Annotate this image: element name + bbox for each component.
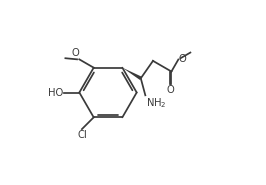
Polygon shape <box>122 68 142 80</box>
Text: Cl: Cl <box>77 130 87 140</box>
Text: HO: HO <box>48 88 63 97</box>
Text: NH$_2$: NH$_2$ <box>146 96 166 110</box>
Text: O: O <box>179 55 186 65</box>
Text: O: O <box>71 48 79 58</box>
Text: O: O <box>167 85 174 95</box>
